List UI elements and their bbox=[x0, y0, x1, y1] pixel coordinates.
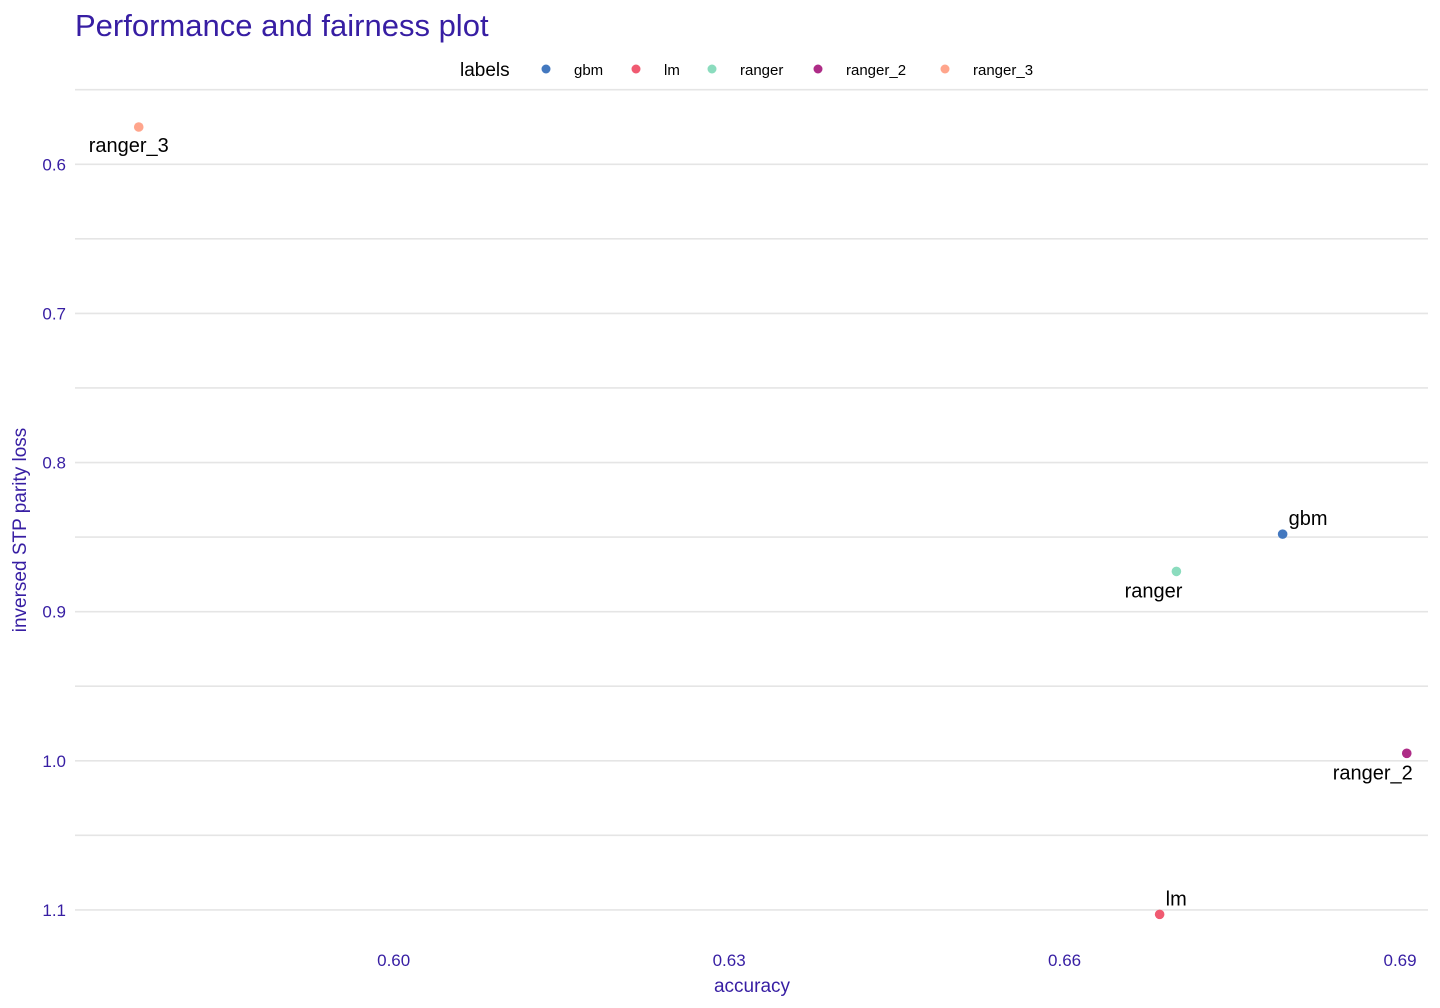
y-tick-label: 0.8 bbox=[42, 454, 66, 473]
y-axis-ticks: 0.6 0.7 0.8 0.9 1.0 1.1 bbox=[42, 155, 66, 920]
x-axis-title: accuracy bbox=[714, 976, 791, 997]
x-tick-label: 0.60 bbox=[377, 951, 410, 970]
legend: labels gbm lm ranger ranger_2 ranger_3 bbox=[460, 60, 1033, 81]
legend-marker-gbm bbox=[541, 64, 551, 74]
legend-marker-ranger bbox=[707, 64, 717, 74]
point-label-ranger_3: ranger_3 bbox=[89, 135, 169, 157]
y-tick-label: 0.7 bbox=[42, 304, 66, 323]
legend-label-ranger_2: ranger_2 bbox=[846, 62, 906, 79]
point-gbm bbox=[1277, 529, 1288, 539]
point-ranger bbox=[1171, 566, 1182, 577]
legend-marker-lm bbox=[631, 64, 641, 74]
y-tick-label: 1.1 bbox=[42, 901, 66, 920]
legend-label-ranger_3: ranger_3 bbox=[973, 62, 1033, 79]
point-ranger_2 bbox=[1401, 748, 1412, 759]
x-tick-label: 0.69 bbox=[1383, 951, 1416, 970]
point-label-ranger_2: ranger_2 bbox=[1333, 762, 1413, 784]
y-tick-label: 0.6 bbox=[42, 155, 66, 174]
legend-label-lm: lm bbox=[664, 62, 680, 79]
point-label-gbm: gbm bbox=[1289, 508, 1328, 530]
y-tick-label: 0.9 bbox=[42, 603, 66, 622]
y-axis-title: inversed STP parity loss bbox=[10, 428, 31, 633]
point-label-ranger: ranger bbox=[1125, 580, 1183, 602]
y-tick-label: 1.0 bbox=[42, 752, 66, 771]
grid bbox=[75, 88, 1428, 911]
legend-title: labels bbox=[460, 60, 510, 81]
x-tick-label: 0.66 bbox=[1048, 951, 1081, 970]
point-label-lm: lm bbox=[1166, 888, 1187, 910]
x-tick-label: 0.63 bbox=[713, 951, 746, 970]
chart-title: Performance and fairness plot bbox=[75, 8, 489, 43]
legend-marker-ranger_3 bbox=[940, 64, 950, 74]
legend-label-gbm: gbm bbox=[574, 62, 603, 79]
legend-label-ranger: ranger bbox=[740, 62, 783, 79]
x-axis-ticks: 0.60 0.63 0.66 0.69 bbox=[377, 951, 1416, 970]
data-points: gbm lm ranger ranger_2 ranger_3 bbox=[89, 122, 1413, 920]
point-ranger_3 bbox=[133, 122, 144, 132]
point-lm bbox=[1154, 909, 1165, 920]
legend-marker-ranger_2 bbox=[813, 64, 823, 74]
